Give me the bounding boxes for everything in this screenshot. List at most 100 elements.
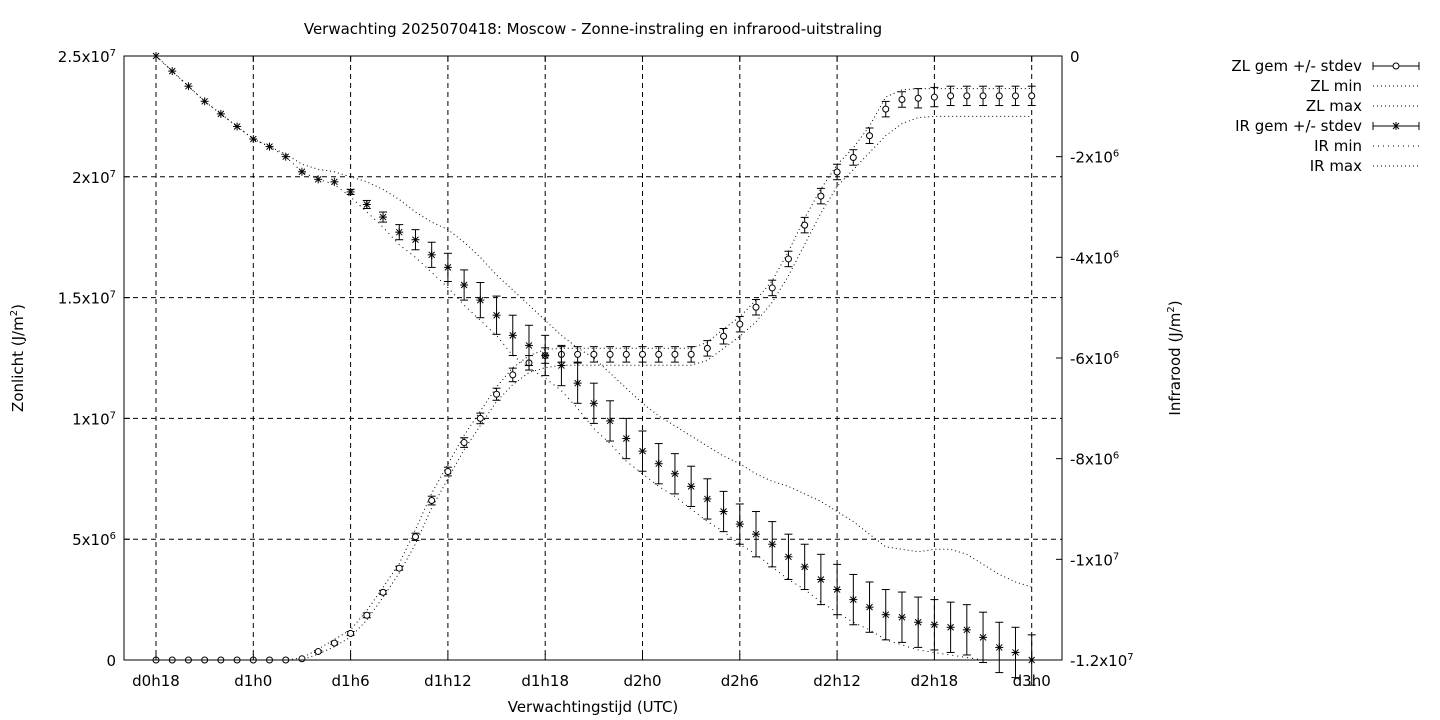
star-stroke — [671, 470, 679, 478]
svg-text:Infrarood (J/m2): Infrarood (J/m2) — [1166, 300, 1184, 415]
star-stroke — [493, 311, 500, 319]
star-stroke — [979, 633, 987, 641]
ir-mean-point — [249, 135, 258, 144]
zl-mean-point — [347, 629, 355, 637]
ir-mean-point — [914, 618, 923, 627]
star-stroke — [833, 586, 841, 593]
ir-mean-point — [606, 416, 615, 425]
ir-mean-point — [881, 610, 890, 619]
zl-mean-point — [930, 93, 938, 101]
ir-mean-point — [508, 331, 517, 340]
zl-mean-point — [298, 655, 306, 663]
chart-title: Verwachting 2025070418: Moscow - Zonne-i… — [304, 20, 882, 38]
x-tick-label: d3h0 — [1013, 672, 1051, 690]
zl-mean-point — [330, 639, 338, 647]
ir-mean-point — [865, 603, 874, 612]
zl-mean-point — [736, 320, 744, 328]
star-stroke — [185, 82, 192, 90]
zl-mean-point — [849, 153, 857, 161]
y2-tick-label: -1.2x107 — [1070, 652, 1134, 670]
x-tick-label: d2h6 — [721, 672, 759, 690]
x-tick-label: d2h12 — [813, 672, 861, 690]
legend-label: IR max — [1310, 157, 1362, 175]
legend-label: ZL min — [1310, 77, 1362, 95]
zl-mean-point — [395, 564, 403, 572]
ir-mean-point — [492, 311, 501, 320]
zl-mean-point — [817, 192, 825, 200]
zl-mean-point — [768, 284, 776, 292]
legend-label: IR min — [1314, 137, 1362, 155]
zl-mean-point — [898, 95, 906, 103]
y2-axis-label: Infrarood (J/m2) — [1166, 300, 1184, 415]
ir-mean-point — [557, 361, 566, 370]
ir-mean-point — [703, 494, 712, 503]
ir-mean-point — [784, 552, 793, 561]
ir-mean-point — [524, 341, 533, 350]
zl-mean-point — [784, 255, 792, 263]
ir-mean-point — [265, 142, 274, 151]
star-stroke — [412, 236, 419, 244]
ir-mean-point — [200, 97, 209, 106]
ir-mean-point — [816, 575, 825, 584]
x-tick-label: d1h0 — [234, 672, 272, 690]
star-stroke — [509, 331, 517, 339]
star-stroke — [801, 563, 809, 571]
ir-mean-point — [654, 459, 663, 468]
ir-mean-point — [427, 250, 436, 259]
y2-tick-label: -4x106 — [1070, 249, 1119, 267]
zl-mean-point — [363, 611, 371, 619]
y-tick-label: 0 — [106, 652, 116, 670]
zl-max-line — [156, 88, 1032, 661]
ir-mean-point — [962, 625, 971, 634]
zl-mean-point — [476, 414, 484, 422]
star-stroke — [720, 508, 727, 515]
star-stroke — [947, 623, 954, 631]
star-stroke — [752, 530, 760, 538]
zl-mean-point — [444, 468, 452, 476]
plot-frame — [123, 55, 1063, 661]
star-stroke — [687, 482, 695, 490]
ir-mean-point — [687, 482, 696, 491]
ir-mean-point — [800, 562, 809, 571]
ir-mean-point — [930, 620, 939, 629]
zl-mean-point — [914, 94, 922, 102]
zl-mean-point — [379, 588, 387, 596]
star-stroke — [849, 596, 857, 603]
legend-circle-marker — [1392, 62, 1400, 70]
zl-mean-point — [687, 350, 695, 358]
y2-tick-label: -6x106 — [1070, 350, 1119, 368]
ir-mean-point — [622, 434, 631, 443]
zl-mean-point — [720, 332, 728, 340]
star-stroke — [1392, 122, 1400, 130]
star-stroke — [460, 281, 468, 289]
y2-tick-label: -2x106 — [1070, 149, 1119, 167]
zl-mean-point — [574, 350, 582, 358]
zl-mean-point — [995, 92, 1003, 100]
ir-mean-point — [752, 530, 761, 539]
x-tick-label: d2h0 — [623, 672, 661, 690]
star-stroke — [995, 644, 1003, 651]
zl-mean-point — [655, 350, 663, 358]
zl-mean-point — [411, 533, 419, 541]
star-stroke — [817, 576, 825, 583]
ir-mean-point — [379, 213, 388, 222]
legend-label: ZL max — [1306, 97, 1362, 115]
ir-mean-point — [849, 595, 858, 604]
ir-mean-point — [735, 520, 744, 529]
ir-mean-point — [638, 447, 647, 456]
ir-mean-point — [233, 122, 242, 131]
star-stroke — [639, 447, 646, 455]
star-stroke — [704, 495, 711, 503]
zl-mean-point — [801, 221, 809, 229]
y-tick-label: 1x107 — [72, 410, 116, 428]
ir-mean-point — [768, 540, 777, 549]
star-stroke — [736, 520, 744, 528]
y-tick-label: 1.5x107 — [58, 290, 116, 308]
star-stroke — [266, 143, 273, 150]
zl-mean-point — [622, 350, 630, 358]
zl-mean-point — [882, 105, 890, 113]
star-stroke — [785, 553, 792, 561]
ir-max-line — [155, 55, 1032, 588]
ir-mean-point — [168, 67, 177, 76]
ir-mean-point — [897, 613, 906, 622]
